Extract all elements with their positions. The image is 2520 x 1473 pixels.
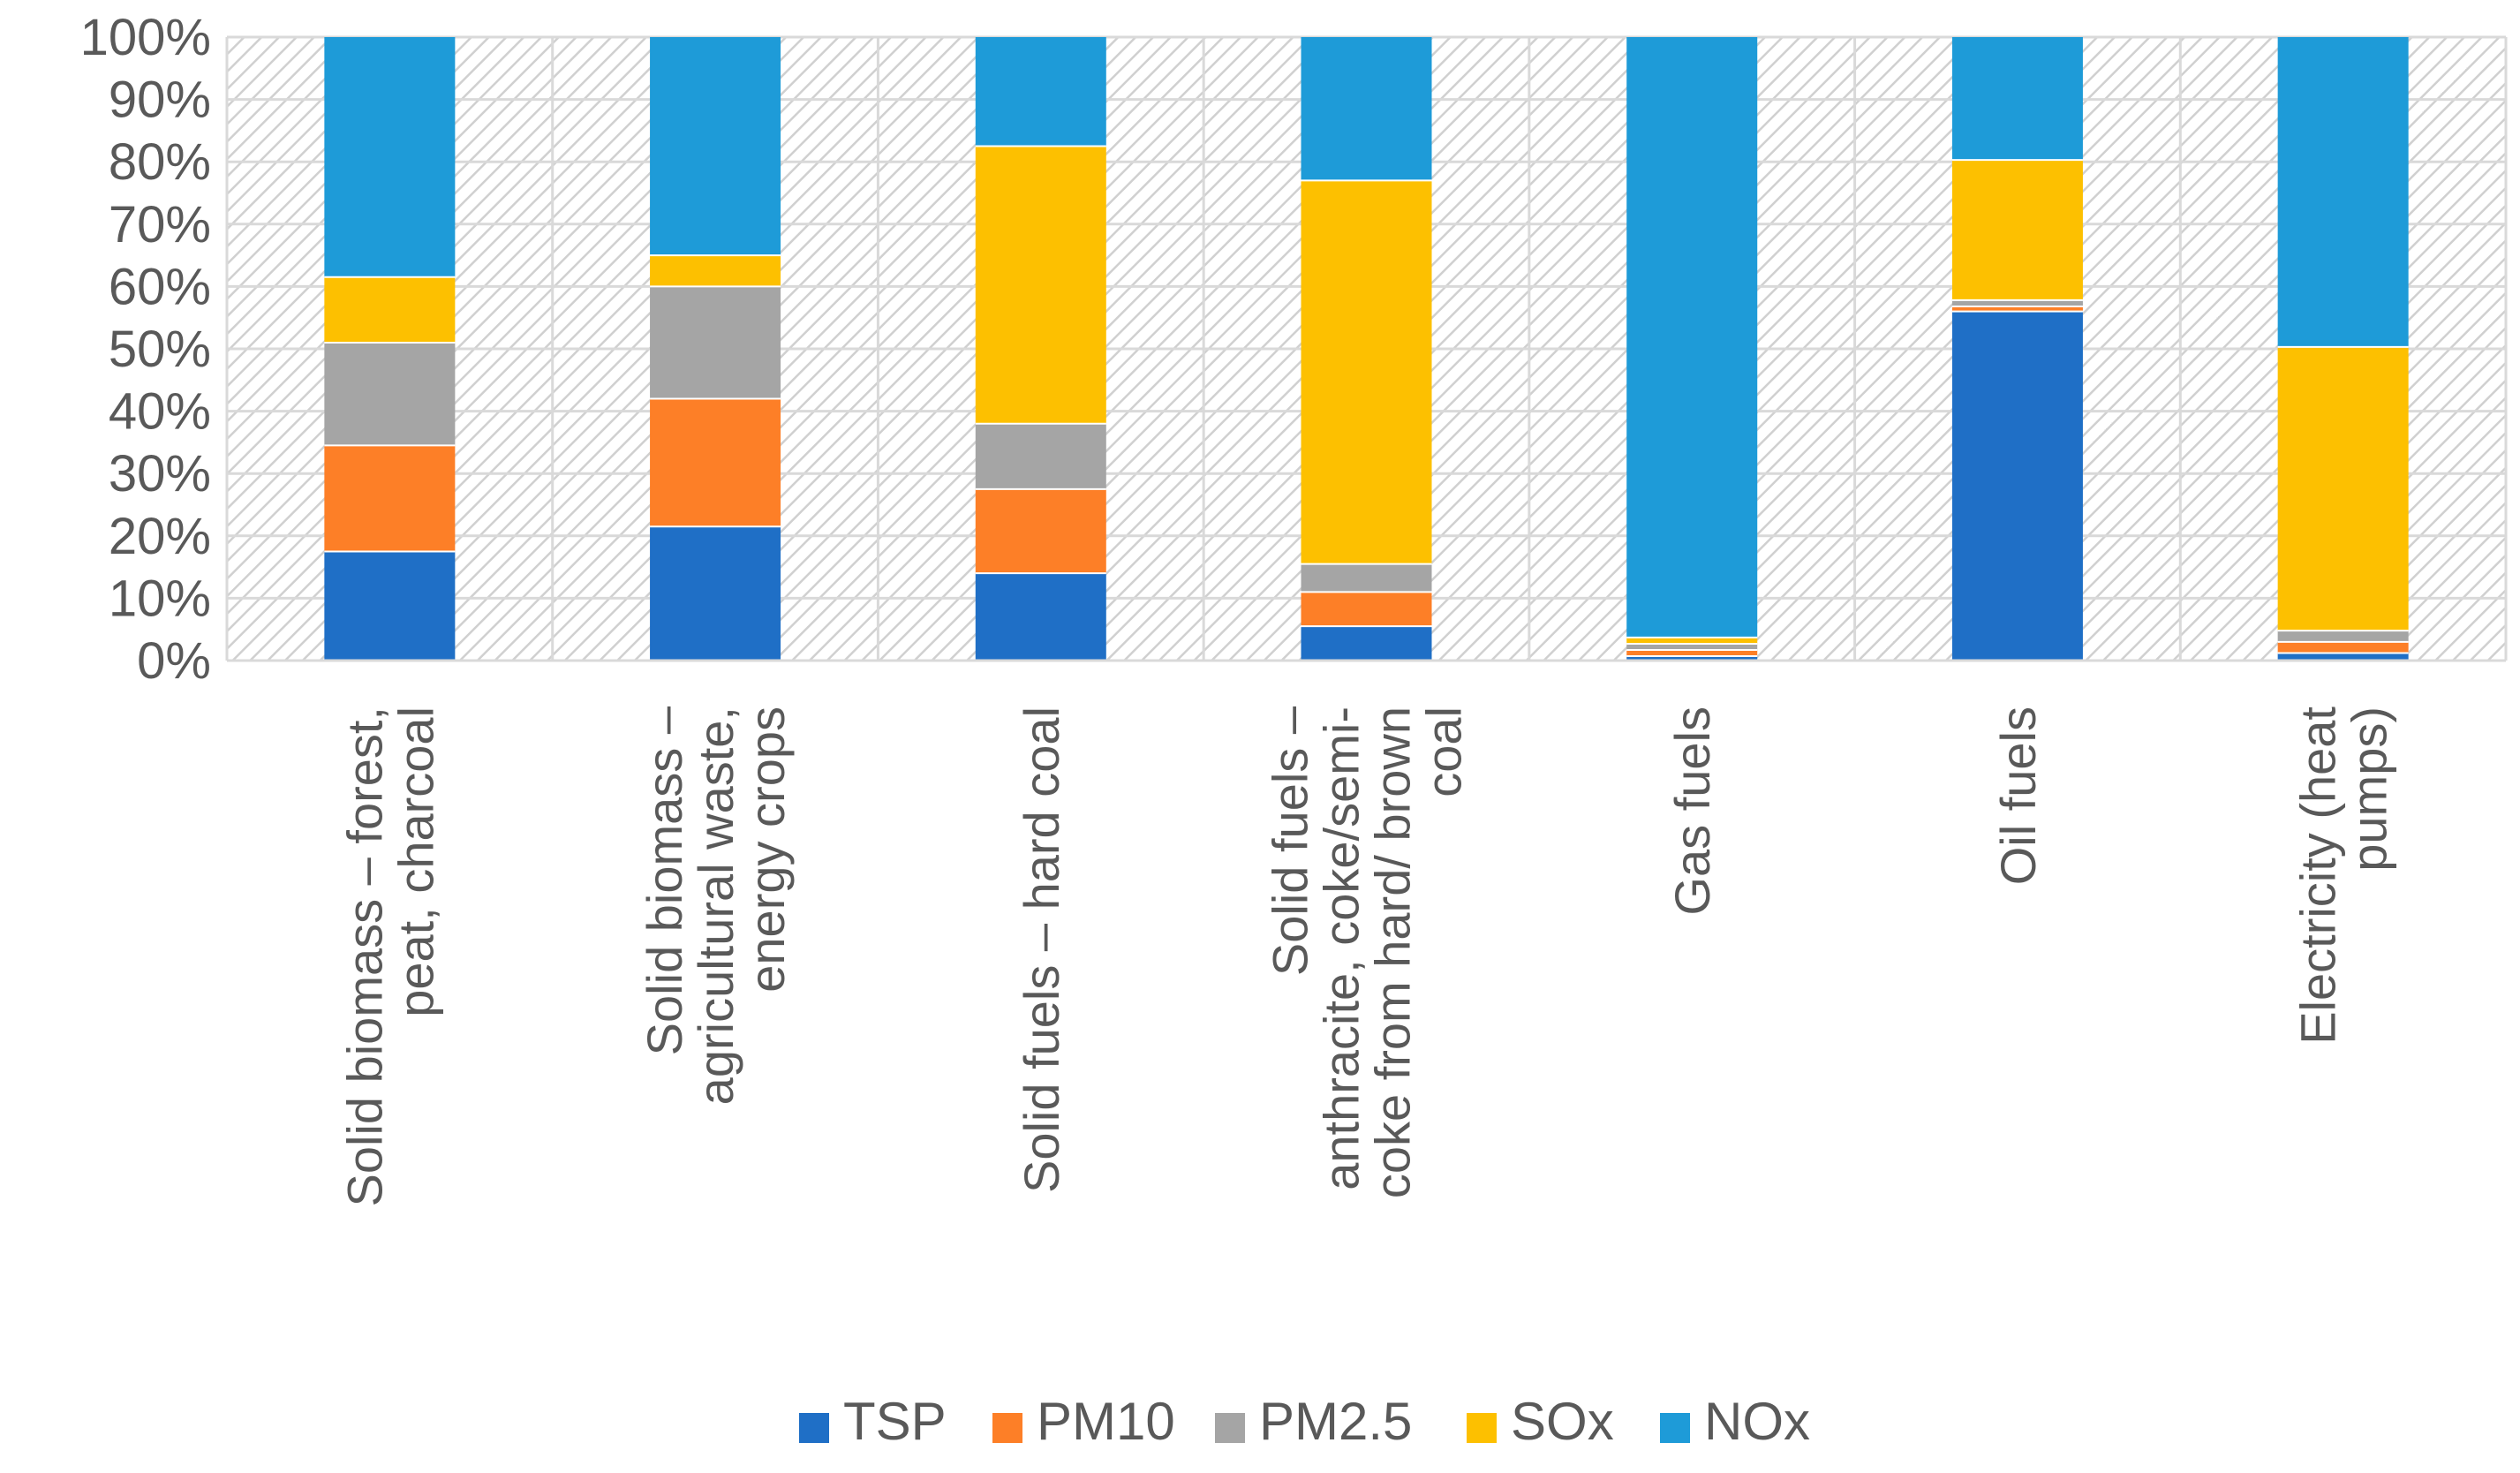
legend-label: PM2.5: [1259, 1392, 1412, 1451]
bar-segment-nox: [1301, 37, 1432, 181]
bar-segment-sox: [324, 276, 456, 343]
x-category-label: Gas fuels: [1664, 706, 1720, 916]
bar-segment-sox: [650, 255, 781, 287]
bar-segment-nox: [1951, 37, 2083, 161]
x-category-label: Solid biomass –: [637, 706, 692, 1055]
legend-label: TSP: [843, 1392, 947, 1451]
legend-item: PM2.5: [1215, 1392, 1412, 1451]
bar-segment-pm10: [2277, 641, 2409, 653]
y-tick-label: 40%: [109, 383, 211, 441]
bar-segment-pm10: [650, 398, 781, 527]
bar-segment-tsp: [1951, 311, 2083, 661]
legend-swatch: [1467, 1413, 1497, 1443]
bar-segment-nox: [650, 37, 781, 256]
x-category-label: Electricity (heat: [2290, 706, 2346, 1045]
bar-segment-tsp: [324, 551, 456, 661]
y-tick-label: 70%: [109, 196, 211, 253]
x-category-label: Solid fuels – hard coal: [1014, 706, 1069, 1193]
bar-segment-pm25: [1301, 563, 1432, 593]
x-category-label: Solid fuels –: [1263, 706, 1318, 976]
bar-segment-tsp: [1626, 656, 1758, 661]
bar-segment-pm25: [975, 423, 1106, 489]
y-tick-label: 80%: [109, 133, 211, 191]
bar-segment-nox: [324, 37, 456, 277]
legend-item: SOx: [1467, 1392, 1614, 1451]
bar-segment-tsp: [1301, 626, 1432, 661]
legend-swatch: [992, 1413, 1022, 1443]
x-category-label: agricultural waste,: [688, 706, 743, 1105]
bar-segment-pm25: [1951, 299, 2083, 306]
bar-segment-sox: [1301, 180, 1432, 564]
y-tick-label: 90%: [109, 72, 211, 129]
bar-segment-sox: [1951, 160, 2083, 300]
y-tick-label: 10%: [109, 570, 211, 627]
bar-stack: [1301, 37, 1432, 661]
y-tick-label: 50%: [109, 321, 211, 378]
bar-segment-pm10: [324, 445, 456, 552]
y-tick-label: 100%: [80, 9, 211, 66]
bar-segment-sox: [975, 146, 1106, 424]
legend-swatch: [799, 1413, 829, 1443]
bar-segment-sox: [1626, 637, 1758, 644]
x-category-label: energy crops: [739, 706, 795, 993]
bar-segment-pm10: [1951, 306, 2083, 312]
y-tick-label: 30%: [109, 445, 211, 502]
legend-swatch: [1660, 1413, 1690, 1443]
legend-label: PM10: [1037, 1392, 1175, 1451]
bar-segment-pm25: [650, 286, 781, 399]
x-category-label: anthracite, coke/semi-: [1314, 706, 1369, 1190]
legend-item: PM10: [992, 1392, 1175, 1451]
legend-swatch: [1215, 1413, 1245, 1443]
bar-stack: [2277, 37, 2409, 661]
x-category-label: Solid biomass – forest,: [336, 706, 392, 1206]
x-category-label: coal: [1416, 706, 1472, 797]
bar-stack: [324, 37, 456, 661]
legend-label: SOx: [1511, 1392, 1614, 1451]
bar-stack: [650, 37, 781, 661]
bar-segment-sox: [2277, 346, 2409, 631]
bar-stack: [1951, 37, 2083, 661]
bar-segment-pm10: [1301, 592, 1432, 627]
bar-segment-tsp: [975, 573, 1106, 661]
bar-segment-nox: [2277, 37, 2409, 347]
y-tick-label: 0%: [137, 632, 211, 690]
y-tick-label: 60%: [109, 258, 211, 315]
legend-item: TSP: [799, 1392, 947, 1451]
x-category-label: Oil fuels: [1990, 706, 2046, 885]
bar-segment-nox: [1626, 37, 1758, 638]
bar-segment-pm25: [2277, 631, 2409, 642]
bar-stack: [975, 37, 1106, 661]
bar-segment-pm25: [1626, 643, 1758, 650]
bar-segment-nox: [975, 37, 1106, 147]
x-category-label: coke from hard/ brown: [1365, 706, 1421, 1198]
y-tick-label: 20%: [109, 508, 211, 565]
legend-label: NOx: [1704, 1392, 1810, 1451]
legend-item: NOx: [1660, 1392, 1810, 1451]
x-category-label: peat, charcoal: [388, 706, 443, 1017]
bar-segment-tsp: [650, 526, 781, 661]
bar-stack: [1626, 37, 1758, 661]
bar-segment-pm25: [324, 342, 456, 446]
x-category-label: pumps): [2342, 706, 2397, 872]
bar-segment-pm10: [975, 488, 1106, 574]
bar-segment-tsp: [2277, 653, 2409, 661]
bar-segment-pm10: [1626, 649, 1758, 657]
